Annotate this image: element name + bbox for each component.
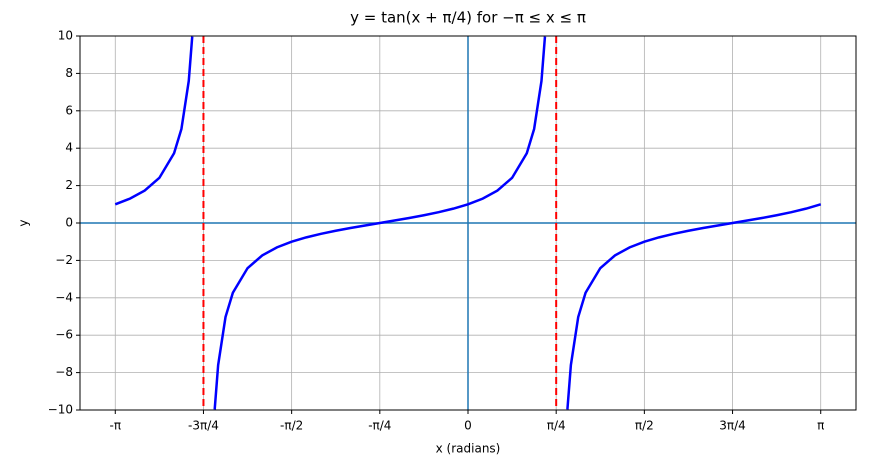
x-tick-label: -π/4: [368, 419, 391, 433]
y-tick-label: 6: [65, 103, 73, 117]
y-axis-label: y: [17, 219, 31, 226]
x-tick-label: 0: [464, 419, 472, 433]
y-tick-label: −4: [55, 290, 73, 304]
x-tick-label: 3π/4: [719, 419, 746, 433]
y-tick-label: 10: [58, 29, 73, 43]
y-tick-label: −10: [48, 403, 73, 417]
x-axis-label: x (radians): [436, 442, 501, 456]
y-tick-label: 0: [65, 216, 73, 230]
chart-title: y = tan(x + π/4) for −π ≤ x ≤ π: [350, 9, 586, 27]
x-tick-label: π/2: [635, 419, 654, 433]
plot-frame: [79, 35, 857, 411]
y-tick-label: 2: [65, 178, 73, 192]
y-tick-label: 4: [65, 141, 73, 155]
x-tick-label: π/4: [547, 419, 566, 433]
x-tick-label: π: [817, 419, 824, 433]
x-tick-label: -π: [109, 419, 121, 433]
y-tick-label: −8: [55, 365, 73, 379]
curve: [114, 36, 822, 410]
y-tick-label: 8: [65, 66, 73, 80]
x-tick-label: -π/2: [280, 419, 303, 433]
y-tick-label: −6: [55, 328, 73, 342]
x-tick-label: -3π/4: [188, 419, 219, 433]
y-tick-label: −2: [55, 253, 73, 267]
